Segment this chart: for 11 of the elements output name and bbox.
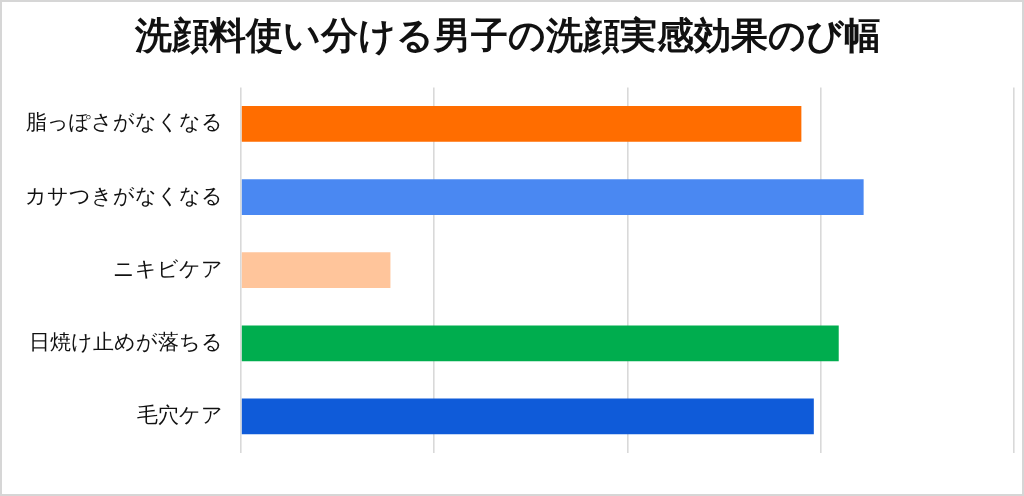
bar [241, 325, 839, 362]
chart-title: 洗顔料使い分ける男子の洗顔実感効果のび幅 [134, 13, 881, 57]
y-tick-label: 日焼け止めが落ちる [29, 329, 223, 354]
bar [241, 106, 802, 142]
y-tick-label: ニキビケア [113, 256, 223, 281]
y-tick-label: 脂っぽさがなくなる [26, 110, 223, 135]
bar [241, 398, 814, 435]
bar [241, 252, 391, 289]
bar [241, 179, 864, 215]
y-tick-label: 毛穴ケア [137, 402, 223, 427]
y-tick-label: カサつきがなくなる [25, 183, 223, 208]
